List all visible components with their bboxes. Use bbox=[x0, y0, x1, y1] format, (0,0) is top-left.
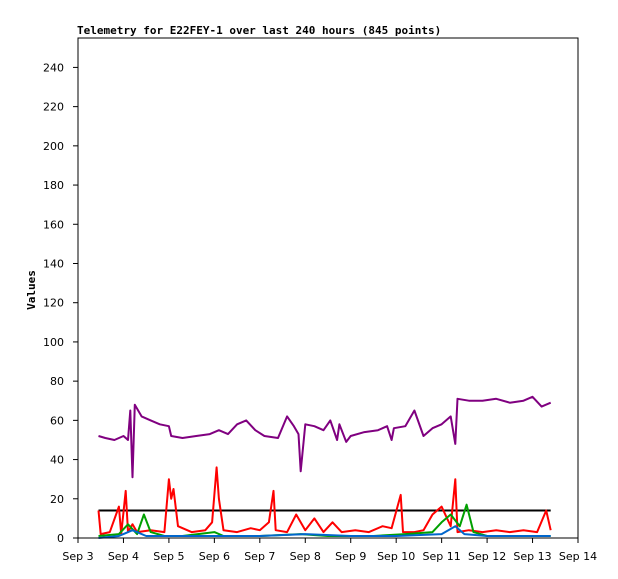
x-tick-label: Sep 5 bbox=[153, 550, 184, 563]
plot-frame bbox=[77, 37, 579, 539]
y-tick-label: 100 bbox=[43, 336, 64, 349]
y-axis-label: Values bbox=[25, 270, 38, 310]
y-tick-label: 160 bbox=[43, 218, 64, 231]
y-tick-label: 60 bbox=[50, 414, 64, 427]
x-tick-label: Sep 7 bbox=[244, 550, 275, 563]
y-tick-label: 140 bbox=[43, 257, 64, 270]
series-line bbox=[98, 525, 551, 539]
y-tick-label: 180 bbox=[43, 179, 64, 192]
x-tick-label: Sep 11 bbox=[423, 550, 461, 563]
y-tick-label: 20 bbox=[50, 493, 64, 506]
y-tick-label: 80 bbox=[50, 375, 64, 388]
y-tick-label: 120 bbox=[43, 297, 64, 310]
x-tick-label: Sep 14 bbox=[559, 550, 597, 563]
y-tick-label: 0 bbox=[57, 532, 64, 545]
axes: 0 20 40 60 80 100 120 140 160 180 200 220 240 Sep 3 Se… bbox=[43, 61, 597, 563]
series-line bbox=[98, 395, 552, 479]
x-tick-label: Sep 6 bbox=[199, 550, 230, 563]
y-tick-label: 200 bbox=[43, 140, 64, 153]
x-tick-label: Sep 12 bbox=[468, 550, 506, 563]
y-tick-label: 220 bbox=[43, 101, 64, 114]
x-tick-label: Sep 3 bbox=[62, 550, 93, 563]
chart-title: Telemetry for E22FEY-1 over last 240 hou… bbox=[77, 24, 441, 37]
series-layer bbox=[97, 395, 552, 539]
y-tick-label: 40 bbox=[50, 454, 64, 467]
x-tick-label: Sep 4 bbox=[108, 550, 139, 563]
series-line bbox=[97, 466, 552, 536]
x-tick-label: Sep 13 bbox=[513, 550, 551, 563]
y-tick-label: 240 bbox=[43, 61, 64, 74]
x-tick-label: Sep 9 bbox=[335, 550, 366, 563]
x-tick-label: Sep 10 bbox=[377, 550, 415, 563]
x-tick-label: Sep 8 bbox=[290, 550, 321, 563]
